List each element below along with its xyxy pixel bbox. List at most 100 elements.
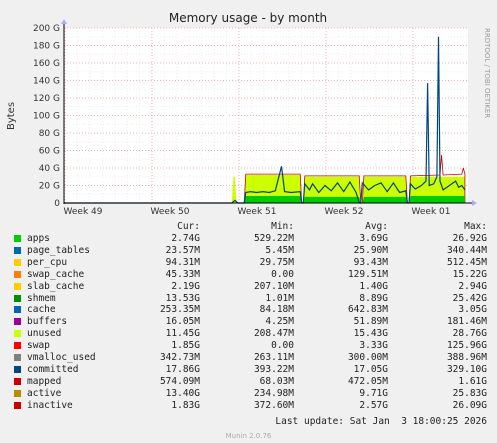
legend-min-value: 84.18M bbox=[259, 304, 294, 316]
legend-swatch bbox=[14, 246, 21, 254]
x-tick-label: Week 01 bbox=[412, 207, 451, 217]
legend-series-name: vmalloc_used bbox=[27, 352, 96, 363]
legend-swatch bbox=[14, 389, 21, 397]
y-tick-label: 80 G bbox=[39, 129, 60, 139]
legend-series-name: swap_cache bbox=[27, 268, 85, 280]
y-tick-label: 140 G bbox=[33, 77, 60, 87]
legend-series-name: per_cpu bbox=[27, 256, 68, 268]
series-apps bbox=[64, 196, 465, 203]
legend-avg-value: 17.05G bbox=[353, 363, 388, 375]
legend-cur-value: 574.09M bbox=[159, 375, 200, 387]
legend-cur-value: 1.85G bbox=[171, 340, 200, 352]
legend-row: slab_cache 2.19G 207.10M 1.40G 2.94G bbox=[0, 281, 497, 293]
series-swap bbox=[64, 154, 466, 204]
legend-min-value: 393.22M bbox=[253, 363, 294, 375]
legend-cur-value: 1.83G bbox=[171, 399, 200, 411]
legend-min-value: 529.22M bbox=[253, 233, 294, 244]
legend-row: inactive 1.83G 372.60M 2.57G 26.09G bbox=[0, 400, 497, 412]
legend-swatch bbox=[14, 270, 21, 278]
rrdtool-credit: RRDTOOL / TOBI OETIKER bbox=[483, 28, 491, 118]
chart-title: Memory usage - by month bbox=[169, 11, 327, 25]
legend-header-avg: Avg: bbox=[365, 221, 388, 232]
legend-cur-value: 13.40G bbox=[165, 387, 200, 399]
legend-max-value: 25.42G bbox=[452, 292, 487, 304]
legend-max-value: 181.46M bbox=[446, 316, 487, 328]
legend-max-value: 3.05G bbox=[458, 304, 487, 316]
y-tick-label: 40 G bbox=[39, 164, 60, 174]
x-axis-arrow-icon bbox=[472, 200, 477, 206]
legend-series-name: committed bbox=[27, 363, 79, 375]
legend-max-value: 2.94G bbox=[458, 280, 487, 292]
legend-min-value: 29.75M bbox=[259, 256, 294, 268]
legend-max-value: 329.10G bbox=[446, 363, 487, 375]
legend-row: apps 2.74G 529.22M 3.69G 26.92G bbox=[0, 233, 497, 245]
legend-max-value: 28.76G bbox=[452, 328, 487, 340]
legend-avg-value: 8.89G bbox=[359, 292, 388, 304]
legend-series-name: page_tables bbox=[27, 244, 90, 256]
legend-min-value: 5.45M bbox=[265, 244, 294, 256]
legend-series-name: buffers bbox=[27, 316, 68, 328]
y-tick-label: 180 G bbox=[33, 42, 60, 52]
legend-cur-value: 17.86G bbox=[165, 363, 200, 375]
legend-series-name: mapped bbox=[27, 375, 62, 387]
legend-avg-value: 93.43M bbox=[353, 256, 388, 268]
legend-swatch bbox=[14, 342, 21, 350]
y-tick-label: 100 G bbox=[33, 112, 60, 122]
legend-max-value: 25.83G bbox=[452, 387, 487, 399]
legend-swatch bbox=[14, 318, 21, 326]
legend-row: committed 17.86G 393.22M 17.05G 329.10G bbox=[0, 364, 497, 376]
legend-avg-value: 3.33G bbox=[359, 340, 388, 352]
y-axis-label: Bytes bbox=[6, 102, 17, 130]
memory-chart: Memory usage - by month Bytes RRDTOOL / … bbox=[6, 11, 491, 217]
legend-avg-value: 15.43G bbox=[353, 328, 388, 340]
legend-min-value: 207.10M bbox=[253, 280, 294, 292]
y-tick-label: 120 G bbox=[33, 94, 60, 104]
legend-swatch bbox=[14, 235, 21, 242]
legend-swatch bbox=[14, 306, 21, 314]
legend-avg-value: 300.00M bbox=[347, 352, 388, 363]
legend-swatch bbox=[14, 282, 21, 290]
legend-row: unused 11.45G 208.47M 15.43G 28.76G bbox=[0, 328, 497, 340]
legend-row: per_cpu 94.31M 29.75M 93.43M 512.45M bbox=[0, 257, 497, 269]
legend-min-value: 372.60M bbox=[253, 399, 294, 411]
legend-max-value: 1.61G bbox=[458, 375, 487, 387]
legend-series-name: inactive bbox=[27, 399, 73, 411]
last-update-text: Last update: Sat Jan 3 18:00:25 2026 bbox=[275, 416, 487, 427]
y-tick-label: 60 G bbox=[39, 147, 60, 157]
legend-row: page_tables 23.57M 5.45M 25.90M 340.44M bbox=[0, 245, 497, 257]
legend-cur-value: 253.35M bbox=[159, 304, 200, 316]
legend-series-name: apps bbox=[27, 233, 50, 244]
legend-min-value: 4.25M bbox=[265, 316, 294, 328]
x-tick-label: Week 50 bbox=[151, 207, 190, 217]
x-tick-label: Week 51 bbox=[238, 207, 277, 217]
legend-row: vmalloc_used 342.73M 263.11M 300.00M 388.96M bbox=[0, 352, 497, 364]
legend-swatch bbox=[14, 294, 21, 302]
legend-min-value: 208.47M bbox=[253, 328, 294, 340]
legend-row: cache 253.35M 84.18M 642.83M 3.05G bbox=[0, 304, 497, 316]
x-tick-label: Week 49 bbox=[64, 207, 103, 217]
legend-row: swap_cache 45.33M 0.00 129.51M 15.22G bbox=[0, 269, 497, 281]
legend-max-value: 26.92G bbox=[452, 233, 487, 244]
legend-header-min: Min: bbox=[271, 221, 294, 232]
x-tick-label: Week 52 bbox=[325, 207, 364, 217]
legend-cur-value: 2.74G bbox=[171, 233, 200, 244]
legend-series-name: swap bbox=[27, 340, 50, 352]
x-axis-ticks: Week 49 Week 50 Week 51 Week 52 Week 01 bbox=[64, 207, 451, 217]
legend-avg-value: 129.51M bbox=[347, 268, 388, 280]
legend-avg-value: 472.05M bbox=[347, 375, 388, 387]
legend-min-value: 263.11M bbox=[253, 352, 294, 363]
legend-cur-value: 94.31M bbox=[165, 256, 200, 268]
y-tick-label: 200 G bbox=[33, 24, 60, 34]
legend-swatch bbox=[14, 330, 21, 338]
legend-row: swap 1.85G 0.00 3.33G 125.96G bbox=[0, 340, 497, 352]
legend-avg-value: 1.40G bbox=[359, 280, 388, 292]
y-tick-label: 0 bbox=[54, 199, 60, 209]
series-unused bbox=[64, 175, 465, 203]
legend-max-value: 512.45M bbox=[446, 256, 487, 268]
legend-min-value: 234.98M bbox=[253, 387, 294, 399]
legend-min-value: 0.00 bbox=[271, 340, 294, 352]
legend-series-name: slab_cache bbox=[27, 280, 85, 292]
legend-row: shmem 13.53G 1.01M 8.89G 25.42G bbox=[0, 293, 497, 305]
legend-cur-value: 16.05M bbox=[165, 316, 200, 328]
legend-cur-value: 23.57M bbox=[165, 244, 200, 256]
